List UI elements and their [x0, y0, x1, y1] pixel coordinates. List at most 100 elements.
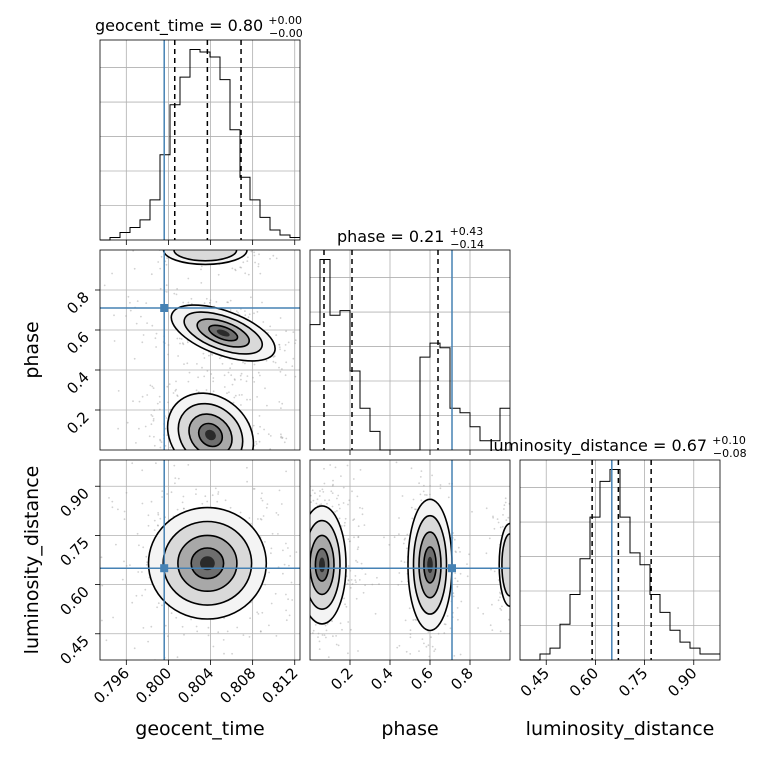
scatter-point-geocent-time-vs-phase-18 [148, 487, 150, 489]
scatter-point-geocent-time-vs-phase-548 [209, 299, 212, 302]
scatter-point-geocent-time-vs-phase-814 [144, 242, 146, 244]
scatter-point-geocent-time-vs-phase-614 [291, 365, 294, 368]
scatter-point-geocent-time-vs-luminosity-distance-415 [285, 609, 287, 612]
scatter-point-geocent-time-vs-luminosity-distance-117 [115, 543, 117, 546]
scatter-point-geocent-time-vs-luminosity-distance-297 [301, 565, 303, 567]
scatter-point-phase-vs-luminosity-distance-168 [357, 546, 360, 549]
hist-step-phase [309, 259, 510, 451]
scatter-point-geocent-time-vs-phase-201 [251, 456, 253, 458]
scatter-point-geocent-time-vs-phase-555 [284, 374, 287, 377]
scatter-point-phase-vs-luminosity-distance-765 [527, 553, 529, 555]
scatter-point-phase-vs-luminosity-distance-324 [350, 628, 352, 631]
scatter-point-phase-vs-luminosity-distance-98 [298, 607, 300, 609]
scatter-point-geocent-time-vs-phase-815 [252, 246, 254, 248]
scatter-point-geocent-time-vs-phase-455 [151, 324, 154, 327]
scatter-point-phase-vs-luminosity-distance-89 [364, 573, 367, 575]
scatter-point-phase-vs-luminosity-distance-731 [502, 514, 504, 516]
scatter-point-geocent-time-vs-phase-771 [188, 236, 190, 238]
scatter-point-geocent-time-vs-phase-328 [228, 391, 230, 394]
scatter-point-geocent-time-vs-phase-597 [173, 292, 176, 295]
scatter-point-phase-vs-luminosity-distance-797 [525, 587, 527, 589]
scatter-point-phase-vs-luminosity-distance-461 [415, 508, 417, 511]
scatter-point-phase-vs-luminosity-distance-637 [408, 607, 411, 610]
scatter-point-phase-vs-luminosity-distance-553 [456, 585, 459, 588]
scatter-point-geocent-time-vs-luminosity-distance-157 [223, 652, 225, 655]
scatter-point-geocent-time-vs-luminosity-distance-130 [308, 609, 310, 611]
scatter-point-phase-vs-luminosity-distance-502 [397, 584, 400, 586]
scatter-point-geocent-time-vs-phase-357 [151, 385, 154, 388]
scatter-point-phase-vs-luminosity-distance-496 [434, 698, 436, 700]
scatter-point-geocent-time-vs-luminosity-distance-383 [260, 447, 262, 449]
scatter-point-geocent-time-vs-luminosity-distance-129 [278, 489, 281, 492]
title-luminosity-distance-plus: +0.10 [712, 434, 746, 447]
scatter-point-geocent-time-vs-phase-436 [250, 296, 252, 299]
scatter-point-geocent-time-vs-phase-797 [234, 268, 237, 271]
scatter-point-phase-vs-luminosity-distance-243 [376, 576, 378, 579]
scatter-point-geocent-time-vs-phase-68 [265, 470, 267, 472]
truth-marker-phase-vs-luminosity-distance [448, 564, 456, 573]
density-peak-phase-vs-luminosity-distance-blob0 [319, 557, 325, 573]
scatter-point-phase-vs-luminosity-distance-764 [491, 603, 493, 606]
scatter-point-geocent-time-vs-phase-200 [253, 381, 256, 383]
density-geocent-time-vs-phase [100, 236, 320, 489]
scatter-point-phase-vs-luminosity-distance-545 [444, 623, 447, 626]
scatter-point-phase-vs-luminosity-distance-526 [479, 677, 481, 679]
histogram-luminosity-distance [520, 460, 720, 661]
scatter-point-geocent-time-vs-phase-571 [318, 329, 320, 331]
scatter-point-geocent-time-vs-phase-415 [239, 374, 242, 377]
scatter-point-geocent-time-vs-luminosity-distance-15 [146, 561, 149, 564]
scatter-point-phase-vs-luminosity-distance-587 [440, 662, 442, 664]
scatter-point-phase-vs-luminosity-distance-389 [326, 502, 328, 505]
scatter-point-geocent-time-vs-luminosity-distance-194 [261, 499, 264, 502]
scatter-point-phase-vs-luminosity-distance-757 [513, 517, 515, 519]
scatter-point-geocent-time-vs-luminosity-distance-53 [138, 544, 140, 547]
scatter-point-phase-vs-luminosity-distance-808 [516, 585, 518, 587]
scatter-point-geocent-time-vs-phase-792 [174, 242, 176, 244]
scatter-point-geocent-time-vs-phase-716 [152, 236, 154, 238]
scatter-point-geocent-time-vs-luminosity-distance-101 [257, 518, 259, 520]
ytick-label-luminosity-distance-0: 0.45 [56, 632, 92, 668]
scatter-point-geocent-time-vs-phase-292 [233, 396, 236, 399]
scatter-point-geocent-time-vs-phase-50 [169, 446, 172, 449]
scatter-point-phase-vs-luminosity-distance-179 [356, 495, 359, 498]
scatter-point-geocent-time-vs-phase-719 [204, 236, 206, 238]
scatter-point-geocent-time-vs-luminosity-distance-228 [136, 532, 139, 535]
scatter-point-geocent-time-vs-phase-63 [231, 463, 233, 465]
scatter-point-geocent-time-vs-luminosity-distance-362 [275, 635, 278, 637]
scatter-point-geocent-time-vs-luminosity-distance-360 [135, 594, 138, 597]
scatter-point-geocent-time-vs-luminosity-distance-291 [157, 524, 160, 527]
scatter-point-phase-vs-luminosity-distance-734 [507, 516, 510, 519]
scatter-point-geocent-time-vs-luminosity-distance-28 [156, 524, 159, 527]
scatter-point-phase-vs-luminosity-distance-124 [312, 441, 314, 443]
scatter-point-phase-vs-luminosity-distance-21 [352, 456, 354, 458]
scatter-point-geocent-time-vs-phase-158 [152, 419, 155, 422]
scatter-point-geocent-time-vs-phase-742 [166, 257, 169, 259]
scatter-point-geocent-time-vs-luminosity-distance-330 [277, 533, 279, 535]
scatter-point-phase-vs-luminosity-distance-733 [517, 553, 519, 555]
scatter-point-phase-vs-luminosity-distance-250 [305, 582, 307, 584]
scatter-point-phase-vs-luminosity-distance-110 [347, 621, 350, 623]
scatter-point-phase-vs-luminosity-distance-788 [526, 563, 528, 565]
scatter-point-phase-vs-luminosity-distance-803 [527, 579, 529, 581]
scatter-point-phase-vs-luminosity-distance-560 [409, 633, 412, 635]
scatter-point-geocent-time-vs-phase-93 [225, 475, 227, 477]
scatter-point-geocent-time-vs-phase-65 [246, 398, 248, 401]
scatter-point-phase-vs-luminosity-distance-647 [429, 485, 431, 487]
scatter-point-geocent-time-vs-phase-334 [257, 432, 259, 435]
scatter-point-phase-vs-luminosity-distance-517 [400, 675, 402, 677]
scatter-point-geocent-time-vs-phase-125 [222, 476, 224, 478]
scatter-point-geocent-time-vs-luminosity-distance-411 [195, 625, 198, 628]
scatter-point-geocent-time-vs-phase-784 [259, 272, 262, 275]
scatter-point-phase-vs-luminosity-distance-126 [301, 622, 303, 624]
scatter-point-geocent-time-vs-phase-687 [256, 311, 259, 313]
scatter-point-geocent-time-vs-luminosity-distance-29 [100, 556, 103, 559]
scatter-point-phase-vs-luminosity-distance-97 [312, 629, 315, 632]
scatter-point-phase-vs-luminosity-distance-700 [488, 537, 491, 540]
scatter-point-geocent-time-vs-luminosity-distance-181 [288, 614, 291, 617]
scatter-point-geocent-time-vs-phase-163 [153, 435, 155, 438]
scatter-point-geocent-time-vs-phase-798 [231, 267, 234, 270]
scatter-point-phase-vs-luminosity-distance-185 [289, 563, 291, 565]
scatter-point-phase-vs-luminosity-distance-630 [456, 580, 459, 583]
scatter-point-phase-vs-luminosity-distance-477 [443, 623, 446, 625]
scatter-point-geocent-time-vs-phase-775 [269, 257, 271, 260]
